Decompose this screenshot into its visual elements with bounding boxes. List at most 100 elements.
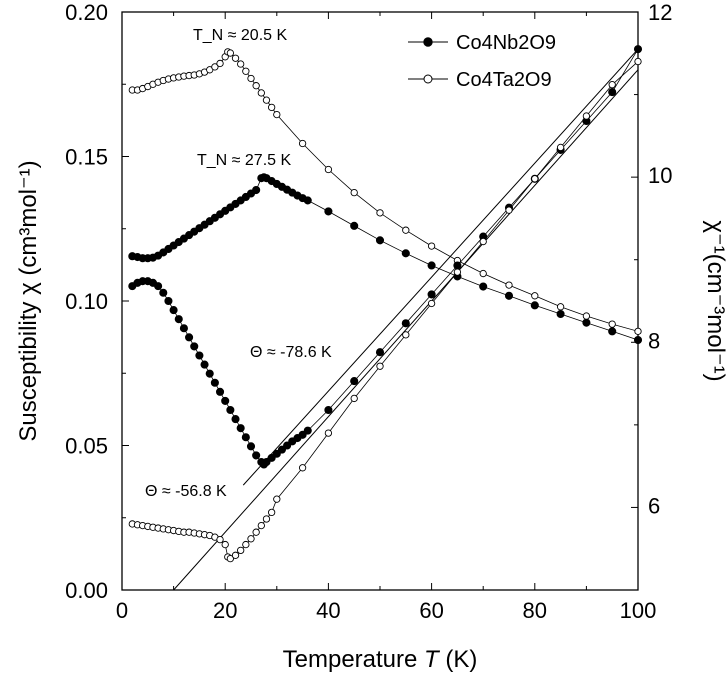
data-point [298,139,307,148]
data-point [427,290,436,299]
data-point [190,342,199,351]
data-point [247,74,255,83]
data-point [303,426,312,435]
axis-ticks [121,11,639,591]
data-point [634,57,642,66]
data-point [185,333,194,342]
data-point [174,315,183,324]
data-point [262,96,271,104]
data-point [211,63,219,71]
data-point [556,143,565,152]
data-point [226,405,235,415]
data-point [252,82,260,90]
data-point [210,378,219,387]
data-markers [128,45,643,563]
y-right-axis-title: χ⁻¹(cm⁻³mol⁻¹) [702,220,726,381]
data-point [303,196,312,205]
x-tick-label: 40 [316,598,340,623]
data-point [221,540,229,549]
fit-line [173,69,639,591]
data-point [556,303,565,311]
data-point [479,237,487,246]
x-tick-label: 80 [523,598,547,623]
fit-line [242,48,639,486]
data-point [267,103,276,112]
data-point [556,309,565,319]
data-point [252,451,261,460]
data-point [272,449,281,458]
data-point [479,269,487,278]
data-point [634,327,642,335]
data-point [231,415,240,424]
data-point [324,405,333,415]
data-point [277,445,287,454]
data-point [247,535,255,543]
y-left-tick-label: 0.20 [65,0,108,25]
legend-label-ta: Co4Ta2O9 [456,69,552,91]
data-point [216,535,224,544]
x-tick-label: 60 [419,598,443,623]
data-point [298,430,307,439]
legend-marker-nb [423,37,433,47]
data-point [531,292,539,300]
y-left-tick-label: 0.00 [65,578,108,603]
data-point [375,348,385,357]
data-point [231,54,240,62]
data-point [298,464,307,472]
data-point [324,429,333,437]
data-point [608,81,616,89]
plot-frame [121,11,639,591]
legend-marker-ta [423,74,433,84]
data-point [273,495,281,503]
data-point [242,67,250,75]
data-point [324,207,333,216]
data-point [401,249,410,258]
data-point [324,165,333,174]
data-point [226,49,235,57]
data-point [237,546,245,555]
y-right-tick-label: 12 [648,0,672,25]
data-point [453,268,462,276]
y-right-tick-label: 8 [648,328,660,353]
y-right-tick-label: 10 [648,163,672,188]
y-left-axis-title: Susceptibility χ (cm³mol⁻¹) [15,160,42,441]
y-left-tick-label: 0.15 [65,145,108,170]
data-point [236,424,245,433]
data-point [402,226,410,234]
data-point [231,551,240,559]
data-point [504,291,514,300]
x-tick-label: 100 [620,598,657,623]
data-point [216,59,224,68]
annotation-theta-nb: Θ ≈ -78.6 K [250,344,332,361]
data-point [262,515,271,523]
data-point [427,242,436,250]
data-point [267,453,276,462]
data-point [252,528,260,536]
data-point [257,89,265,97]
data-point [530,301,539,310]
y-left-tick-label: 0.10 [65,289,108,314]
data-point [283,441,292,450]
x-tick-label: 20 [213,598,237,623]
data-point [237,60,245,68]
fit-lines [173,48,639,591]
data-point [154,282,163,291]
data-point [582,112,591,120]
y-left-tick-label: 0.05 [65,434,108,459]
annotation-tn-ta: T_N ≈ 20.5 K [193,27,287,44]
data-point [376,362,384,370]
data-point [262,457,271,467]
data-point [169,306,178,315]
legend: Co4Nb2O9 Co4Ta2O9 [408,32,556,91]
data-point [582,312,591,320]
data-point [479,282,488,291]
data-point [427,299,436,308]
data-point [608,88,617,97]
data-point [608,320,616,328]
data-point [241,433,250,442]
data-point [350,377,359,386]
data-point [267,508,276,517]
data-point [401,319,410,328]
data-point [505,206,513,214]
data-point [159,288,168,297]
